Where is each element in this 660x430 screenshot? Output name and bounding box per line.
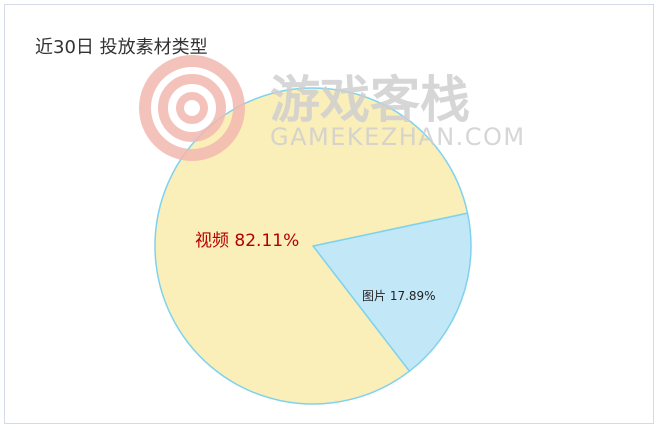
chart-title: 近30日 投放素材类型 xyxy=(35,37,208,58)
watermark-logo xyxy=(139,55,245,161)
watermark-en-text: GAMEKEZHAN.COM xyxy=(270,123,526,151)
pie-slice-image xyxy=(312,212,472,372)
watermark: 游戏客栈 GAMEKEZHAN.COM xyxy=(139,55,526,161)
pie-labels: 视频 82.11% 图片 17.89% xyxy=(195,231,436,303)
pie-label-image: 图片 17.89% xyxy=(362,289,436,303)
pie-slices xyxy=(154,87,472,405)
pie-label-video: 视频 82.11% xyxy=(195,231,299,251)
watermark-cn-text: 游戏客栈 xyxy=(270,71,470,129)
pie-slice-video xyxy=(154,87,469,405)
